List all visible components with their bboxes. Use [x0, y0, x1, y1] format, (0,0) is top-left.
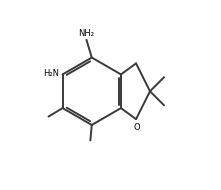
Text: NH₂: NH₂	[78, 29, 94, 38]
Text: H₂N: H₂N	[43, 69, 59, 78]
Text: O: O	[134, 123, 140, 132]
